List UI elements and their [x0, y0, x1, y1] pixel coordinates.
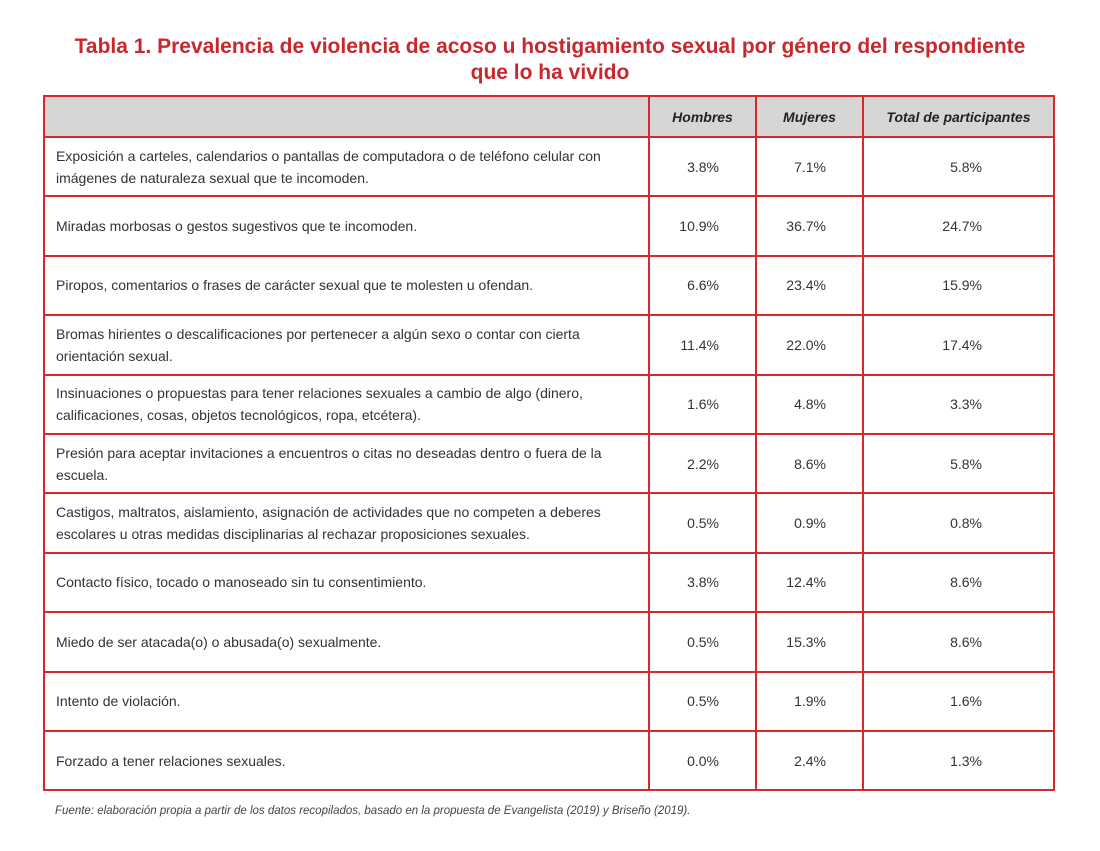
- row-label: Intento de violación.: [43, 670, 650, 732]
- cell-hombres: 0.5%: [648, 670, 757, 732]
- table-body: Exposición a carteles, calendarios o pan…: [43, 135, 1055, 792]
- cell-hombres: 10.9%: [648, 195, 757, 257]
- cell-mujeres: 8.6%: [755, 432, 864, 495]
- table-row: Presión para aceptar invitaciones a encu…: [43, 432, 1055, 495]
- cell-mujeres: 4.8%: [755, 373, 864, 435]
- row-label: Insinuaciones o propuestas para tener re…: [43, 373, 650, 435]
- cell-hombres: 0.0%: [648, 729, 757, 792]
- cell-mujeres: 15.3%: [755, 611, 864, 673]
- cell-hombres: 3.8%: [648, 551, 757, 614]
- cell-total: 24.7%: [862, 195, 1055, 257]
- cell-total: 15.9%: [862, 254, 1055, 317]
- cell-hombres: 11.4%: [648, 314, 757, 376]
- table-row: Forzado a tener relaciones sexuales. 0.0%…: [43, 729, 1055, 792]
- table-row: Exposición a carteles, calendarios o pan…: [43, 135, 1055, 198]
- table-row: Piropos, comentarios o frases de carácte…: [43, 254, 1055, 317]
- cell-total: 0.8%: [862, 492, 1055, 554]
- table-row: Miradas morbosas o gestos sugestivos que…: [43, 195, 1055, 257]
- source-footnote: Fuente: elaboración propia a partir de l…: [55, 805, 691, 817]
- table-row: Insinuaciones o propuestas para tener re…: [43, 373, 1055, 435]
- cell-mujeres: 23.4%: [755, 254, 864, 317]
- cell-total: 1.3%: [862, 729, 1055, 792]
- cell-mujeres: 36.7%: [755, 195, 864, 257]
- cell-total: 5.8%: [862, 432, 1055, 495]
- table-title: Tabla 1. Prevalencia de violencia de aco…: [0, 34, 1100, 86]
- table-row: Intento de violación. 0.5% 1.9% 1.6%: [43, 670, 1055, 732]
- cell-hombres: 2.2%: [648, 432, 757, 495]
- header-cell-label: [43, 95, 650, 138]
- row-label: Contacto físico, tocado o manoseado sin …: [43, 551, 650, 614]
- prevalence-table: Hombres Mujeres Total de participantes E…: [43, 95, 1055, 792]
- header-row: Hombres Mujeres Total de participantes: [43, 95, 1055, 138]
- header-cell-hombres: Hombres: [648, 95, 757, 138]
- row-label: Exposición a carteles, calendarios o pan…: [43, 135, 650, 198]
- cell-mujeres: 7.1%: [755, 135, 864, 198]
- row-label: Forzado a tener relaciones sexuales.: [43, 729, 650, 792]
- row-label: Presión para aceptar invitaciones a encu…: [43, 432, 650, 495]
- cell-hombres: 1.6%: [648, 373, 757, 435]
- row-label: Piropos, comentarios o frases de carácte…: [43, 254, 650, 317]
- cell-mujeres: 2.4%: [755, 729, 864, 792]
- cell-total: 1.6%: [862, 670, 1055, 732]
- cell-total: 8.6%: [862, 551, 1055, 614]
- table-title-line-2: que lo ha vivido: [470, 61, 630, 84]
- cell-hombres: 6.6%: [648, 254, 757, 317]
- row-label: Miradas morbosas o gestos sugestivos que…: [43, 195, 650, 257]
- cell-hombres: 3.8%: [648, 135, 757, 198]
- cell-mujeres: 22.0%: [755, 314, 864, 376]
- table-row: Miedo de ser atacada(o) o abusada(o) sex…: [43, 611, 1055, 673]
- table-row: Bromas hirientes o descalificaciones por…: [43, 314, 1055, 376]
- header-cell-mujeres: Mujeres: [755, 95, 864, 138]
- cell-total: 8.6%: [862, 611, 1055, 673]
- cell-total: 5.8%: [862, 135, 1055, 198]
- table-row: Castigos, maltratos, aislamiento, asigna…: [43, 492, 1055, 554]
- row-label: Castigos, maltratos, aislamiento, asigna…: [43, 492, 650, 554]
- row-label: Bromas hirientes o descalificaciones por…: [43, 314, 650, 376]
- cell-mujeres: 1.9%: [755, 670, 864, 732]
- table-row: Contacto físico, tocado o manoseado sin …: [43, 551, 1055, 614]
- cell-hombres: 0.5%: [648, 611, 757, 673]
- cell-total: 3.3%: [862, 373, 1055, 435]
- cell-hombres: 0.5%: [648, 492, 757, 554]
- cell-total: 17.4%: [862, 314, 1055, 376]
- cell-mujeres: 12.4%: [755, 551, 864, 614]
- header-cell-total: Total de participantes: [862, 95, 1055, 138]
- cell-mujeres: 0.9%: [755, 492, 864, 554]
- table-title-line-1: Tabla 1. Prevalencia de violencia de aco…: [74, 35, 1026, 58]
- row-label: Miedo de ser atacada(o) o abusada(o) sex…: [43, 611, 650, 673]
